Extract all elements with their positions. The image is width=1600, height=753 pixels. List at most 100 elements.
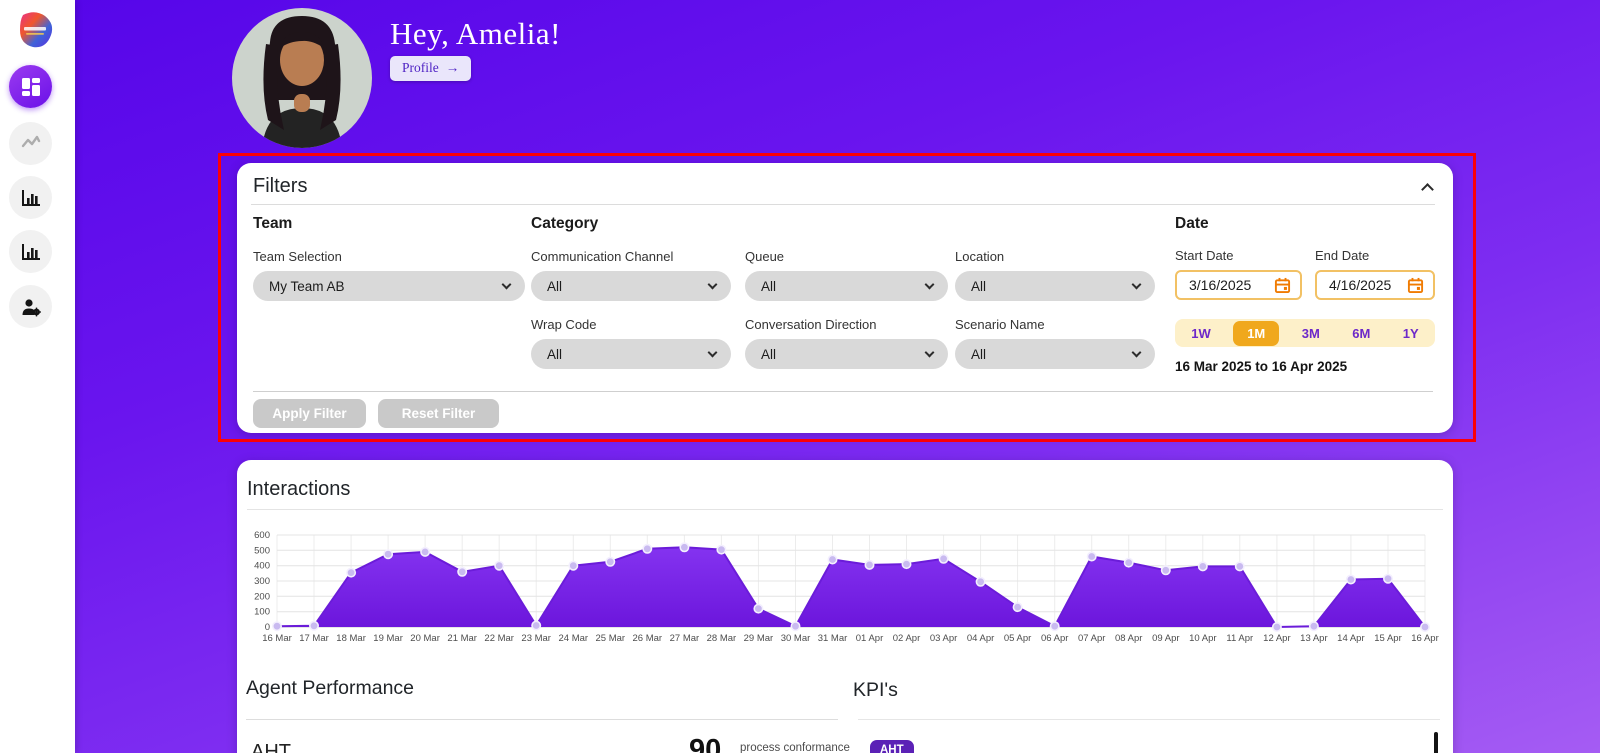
chevron-down-icon <box>1131 347 1142 358</box>
end-date-label: End Date <box>1315 248 1370 263</box>
svg-text:09 Apr: 09 Apr <box>1152 633 1179 644</box>
svg-text:12 Apr: 12 Apr <box>1263 633 1290 644</box>
svg-text:29 Mar: 29 Mar <box>744 633 774 644</box>
scenario-name-label: Scenario Name <box>955 317 1045 332</box>
conversation-direction-select[interactable]: All <box>745 339 948 369</box>
range-6m-button[interactable]: 6M <box>1352 325 1371 341</box>
arrow-right-icon: → <box>445 60 460 75</box>
team-section-heading: Team <box>253 215 293 232</box>
svg-text:200: 200 <box>254 591 270 602</box>
brand-logo[interactable] <box>12 8 58 54</box>
end-date-input[interactable]: 4/16/2025 <box>1315 270 1435 300</box>
svg-text:300: 300 <box>254 576 270 587</box>
svg-text:400: 400 <box>254 561 270 572</box>
queue-select[interactable]: All <box>745 271 948 301</box>
chevron-down-icon <box>707 347 718 358</box>
chevron-down-icon <box>924 279 935 290</box>
conversation-direction-label: Conversation Direction <box>745 317 877 332</box>
location-select[interactable]: All <box>955 271 1155 301</box>
kpi-aht-badge[interactable]: AHT <box>870 740 914 753</box>
sidebar-item-analytics[interactable] <box>9 230 52 273</box>
divider <box>253 391 1433 392</box>
svg-text:08 Apr: 08 Apr <box>1115 633 1142 644</box>
avatar-photo <box>232 8 372 148</box>
bar-chart-icon <box>21 243 40 260</box>
start-date-input[interactable]: 3/16/2025 <box>1175 270 1302 300</box>
svg-text:19 Mar: 19 Mar <box>373 633 403 644</box>
queue-label: Queue <box>745 249 785 264</box>
svg-text:11 Apr: 11 Apr <box>1226 633 1253 644</box>
divider <box>858 719 1440 720</box>
communication-channel-label: Communication Channel <box>531 249 674 264</box>
collapse-chevron-up-icon[interactable] <box>1421 183 1434 196</box>
apply-filter-button[interactable]: Apply Filter <box>253 399 366 428</box>
process-conformance-value: 90 <box>689 734 722 753</box>
chevron-down-icon <box>924 347 935 358</box>
svg-text:14 Apr: 14 Apr <box>1337 633 1364 644</box>
svg-text:13 Apr: 13 Apr <box>1300 633 1327 644</box>
range-1w-button[interactable]: 1W <box>1191 325 1211 341</box>
sidebar-item-activity[interactable] <box>9 122 52 165</box>
page-greeting: Hey, Amelia! <box>390 16 561 51</box>
wrap-code-value: All <box>547 346 563 362</box>
communication-channel-select[interactable]: All <box>531 271 731 301</box>
brand-logo-icon <box>20 12 53 48</box>
interactions-area-chart[interactable]: 0 100 200 300 400 500 600 16 Mar 17 Mar 18 Mar 19 … <box>245 529 1445 665</box>
svg-text:16 Apr: 16 Apr <box>1411 633 1438 644</box>
filters-title: Filters <box>253 175 308 197</box>
sidebar-item-user-admin[interactable] <box>9 285 52 328</box>
sidebar-item-dashboard[interactable] <box>9 65 52 108</box>
svg-text:24 Mar: 24 Mar <box>559 633 589 644</box>
sidebar-item-reports[interactable] <box>9 176 52 219</box>
svg-text:10 Apr: 10 Apr <box>1189 633 1216 644</box>
team-selection-label: Team Selection <box>253 249 342 264</box>
svg-text:15 Apr: 15 Apr <box>1374 633 1401 644</box>
svg-text:25 Mar: 25 Mar <box>596 633 626 644</box>
agent-performance-title: Agent Performance <box>246 677 415 699</box>
calendar-icon[interactable] <box>1407 277 1424 294</box>
wrap-code-label: Wrap Code <box>531 317 597 332</box>
date-section-heading: Date <box>1175 215 1209 232</box>
quick-range-bar: 1W 1M 3M 6M 1Y <box>1175 319 1435 347</box>
activity-line-icon <box>21 135 40 147</box>
profile-button[interactable]: Profile → <box>390 56 472 81</box>
team-selection-select[interactable]: My Team AB <box>253 271 525 301</box>
range-1y-button[interactable]: 1Y <box>1402 325 1419 341</box>
reset-filter-button[interactable]: Reset Filter <box>378 399 499 428</box>
queue-value: All <box>761 278 777 294</box>
wrap-code-select[interactable]: All <box>531 339 731 369</box>
svg-text:17 Mar: 17 Mar <box>299 633 329 644</box>
svg-text:07 Apr: 07 Apr <box>1078 633 1105 644</box>
svg-text:0: 0 <box>265 622 270 633</box>
calendar-icon[interactable] <box>1274 277 1291 294</box>
svg-text:26 Mar: 26 Mar <box>633 633 663 644</box>
divider <box>251 204 1435 205</box>
scrollbar-thumb[interactable] <box>1434 732 1438 753</box>
filters-panel: Filters Team Category Date Team Selectio… <box>237 163 1453 433</box>
kpis-title: KPI's <box>853 679 898 701</box>
avatar[interactable] <box>232 8 372 148</box>
bar-chart-icon <box>21 189 40 206</box>
user-gear-icon <box>22 298 41 316</box>
category-section-heading: Category <box>531 215 599 232</box>
location-value: All <box>971 278 987 294</box>
selected-range-text: 16 Mar 2025 to 16 Apr 2025 <box>1175 359 1348 374</box>
svg-text:28 Mar: 28 Mar <box>707 633 737 644</box>
range-1m-button[interactable]: 1M <box>1233 320 1280 346</box>
svg-text:27 Mar: 27 Mar <box>670 633 700 644</box>
svg-text:16 Mar: 16 Mar <box>262 633 292 644</box>
svg-text:03 Apr: 03 Apr <box>930 633 957 644</box>
range-3m-button[interactable]: 3M <box>1301 325 1320 341</box>
scenario-name-select[interactable]: All <box>955 339 1155 369</box>
start-date-value: 3/16/2025 <box>1189 277 1252 293</box>
conversation-direction-value: All <box>761 346 777 362</box>
svg-text:05 Apr: 05 Apr <box>1004 633 1031 644</box>
svg-text:23 Mar: 23 Mar <box>521 633 551 644</box>
sidebar <box>0 0 75 753</box>
svg-text:18 Mar: 18 Mar <box>336 633 366 644</box>
svg-text:600: 600 <box>254 530 270 541</box>
svg-text:30 Mar: 30 Mar <box>781 633 811 644</box>
svg-text:01 Apr: 01 Apr <box>856 633 883 644</box>
interactions-panel: Interactions 0 100 200 300 400 500 600 16 Mar 17… <box>237 460 1453 753</box>
